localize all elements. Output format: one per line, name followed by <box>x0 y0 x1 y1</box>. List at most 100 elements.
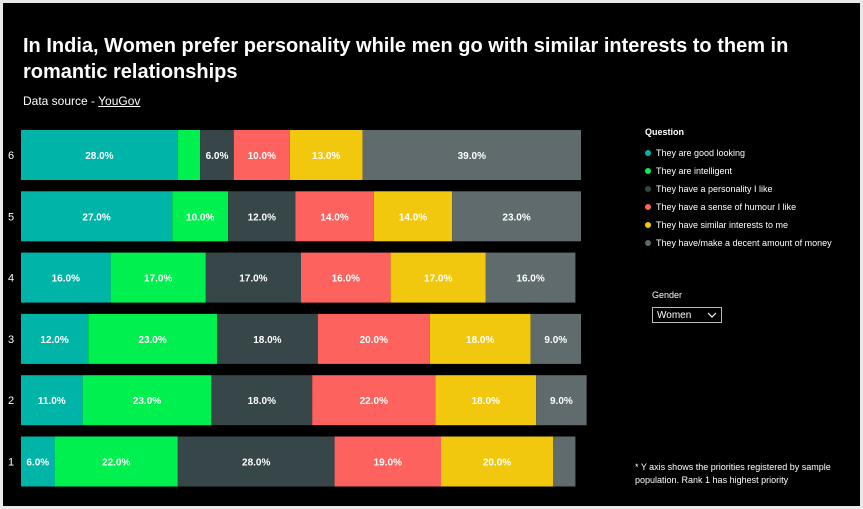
y-tick-label: 1 <box>8 457 14 469</box>
data-label: 6.0% <box>26 458 49 469</box>
bar-segment[interactable] <box>435 375 537 426</box>
y-tick-label: 2 <box>8 395 14 407</box>
data-label: 22.0% <box>360 396 388 407</box>
data-label: 11.0% <box>38 396 66 407</box>
data-label: 9.0% <box>544 335 567 346</box>
data-label: 28.0% <box>242 458 270 469</box>
data-label: 23.0% <box>138 335 166 346</box>
legend-label: They have a sense of humour I like <box>656 202 797 212</box>
legend-item[interactable]: They have a sense of humour I like <box>645 198 832 216</box>
legend-marker-icon <box>645 240 651 246</box>
data-label: 28.0% <box>85 151 113 162</box>
bar-segment[interactable] <box>301 252 391 303</box>
bar-segment[interactable] <box>317 313 430 364</box>
bar-segment[interactable] <box>362 130 581 180</box>
bar-segment[interactable] <box>21 252 111 303</box>
data-label: 12.0% <box>248 212 276 223</box>
legend-label: They are good looking <box>656 148 746 158</box>
bar-segment[interactable] <box>312 375 436 426</box>
bar-segment[interactable] <box>110 252 206 303</box>
bar-segment[interactable] <box>177 436 335 487</box>
data-source-link[interactable]: YouGov <box>98 94 141 108</box>
legend-item[interactable]: They have similar interests to me <box>645 216 832 234</box>
bar-segment[interactable] <box>21 191 173 242</box>
legend-label: They have similar interests to me <box>656 220 789 230</box>
legend-item[interactable]: They are intelligent <box>645 162 832 180</box>
y-tick-label: 6 <box>8 150 14 162</box>
bar-segment[interactable] <box>233 130 290 180</box>
bar-segment[interactable] <box>485 252 576 303</box>
legend-label: They have a personality I like <box>656 184 773 194</box>
legend-marker-icon <box>645 150 651 156</box>
bar-segment[interactable] <box>390 252 486 303</box>
data-label: 18.0% <box>466 335 494 346</box>
data-label: 18.0% <box>253 335 281 346</box>
stacked-bar-chart: 6 28.0% 6.0% 10.0% 13.0% 39.0%5 27.0% 10.0% 12.0… <box>8 130 587 487</box>
bar-segment[interactable] <box>172 191 229 242</box>
bar-segment[interactable] <box>289 130 363 180</box>
bar-segment[interactable] <box>429 313 531 364</box>
legend-marker-icon <box>645 186 651 192</box>
data-label: 18.0% <box>248 396 276 407</box>
y-tick-label: 3 <box>8 334 14 346</box>
data-label: 17.0% <box>144 274 172 285</box>
bar-segment[interactable] <box>334 436 441 487</box>
data-label: 23.0% <box>502 212 530 223</box>
data-label: 20.0% <box>360 335 388 346</box>
data-label: 16.0% <box>52 274 80 285</box>
data-label: 13.0% <box>312 151 340 162</box>
data-label: 10.0% <box>248 151 276 162</box>
chart-title: In India, Women prefer personality while… <box>23 35 789 83</box>
slicer-title: Gender <box>652 290 683 300</box>
gender-dropdown[interactable]: Women <box>652 307 722 323</box>
bar-segment[interactable] <box>21 375 83 426</box>
legend-marker-icon <box>645 222 651 228</box>
bar-segment[interactable] <box>21 436 55 487</box>
bar-segment[interactable] <box>200 130 234 180</box>
data-label: 10.0% <box>186 212 214 223</box>
data-label: 27.0% <box>82 212 110 223</box>
legend-item[interactable]: They are good looking <box>645 144 832 162</box>
bar-segment[interactable] <box>228 191 296 242</box>
data-label: 20.0% <box>483 458 511 469</box>
data-label: 17.0% <box>424 274 452 285</box>
bar-segment[interactable] <box>205 252 301 303</box>
gender-dropdown-value: Women <box>657 309 692 321</box>
legend-label: They have/make a decent amount of money <box>656 238 832 248</box>
bar-segment[interactable] <box>373 191 453 242</box>
bar-segment[interactable] <box>211 375 313 426</box>
bar-segment[interactable] <box>21 313 89 364</box>
legend: Question They are good looking They are … <box>645 127 832 252</box>
bar-segment[interactable] <box>530 313 581 364</box>
data-label: 22.0% <box>102 458 130 469</box>
bar-segment[interactable] <box>21 130 178 180</box>
bar-segment[interactable] <box>54 436 178 487</box>
legend-marker-icon <box>645 204 651 210</box>
data-label: 9.0% <box>550 396 573 407</box>
bar-segment[interactable] <box>452 191 581 242</box>
data-label: 23.0% <box>133 396 161 407</box>
data-label: 16.0% <box>332 274 360 285</box>
legend-item[interactable]: They have a personality I like <box>645 180 832 198</box>
data-source: Data source - YouGov <box>23 94 140 108</box>
bar-segment[interactable] <box>82 375 212 426</box>
bar-segment[interactable] <box>88 313 217 364</box>
legend-label: They are intelligent <box>656 166 733 176</box>
data-label: 19.0% <box>374 458 402 469</box>
bar-segment[interactable] <box>553 436 576 487</box>
bar-segment[interactable] <box>295 191 374 242</box>
bar-segment[interactable] <box>536 375 587 426</box>
bar-segment[interactable] <box>177 130 201 180</box>
legend-marker-icon <box>645 168 651 174</box>
data-label: 17.0% <box>239 274 267 285</box>
footnote: * Y axis shows the priorities registered… <box>635 462 831 485</box>
legend-item[interactable]: They have/make a decent amount of money <box>645 234 832 252</box>
data-label: 39.0% <box>458 151 486 162</box>
data-source-prefix: Data source - <box>23 94 99 108</box>
chevron-down-icon <box>707 312 717 318</box>
bar-segment[interactable] <box>441 436 553 487</box>
bar-segment[interactable] <box>217 313 318 364</box>
data-label: 14.0% <box>399 212 427 223</box>
data-label: 6.0% <box>206 151 229 162</box>
y-tick-label: 5 <box>8 211 14 223</box>
